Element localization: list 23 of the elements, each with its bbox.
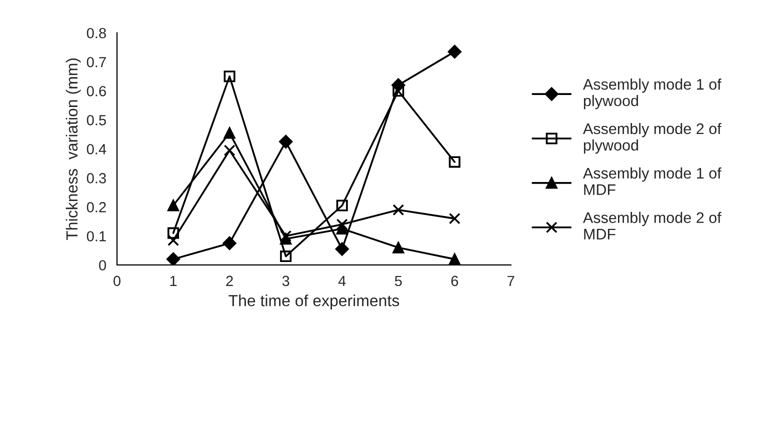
legend-label: Assembly mode 2 of MDF — [582, 212, 722, 240]
y-tick-label: 0.6 — [86, 86, 106, 96]
x-tick-label: 6 — [451, 276, 458, 286]
y-tick-label: 0.7 — [86, 56, 106, 68]
y-tick-label: 0.2 — [86, 202, 106, 212]
x-tick-label: 2 — [226, 276, 233, 286]
legend-label: Assembly mode 1 of plywood — [582, 78, 722, 110]
x-axis-title: The time of experiments — [228, 294, 400, 310]
x-tick-label: 1 — [170, 276, 177, 286]
x-tick-label: 0 — [114, 276, 120, 286]
x-tick-label: 5 — [394, 276, 402, 286]
x-tick-label: 3 — [282, 276, 290, 286]
y-tick-label: 0.4 — [86, 144, 106, 154]
y-tick-label: 0 — [99, 260, 106, 270]
legend-label: Assembly mode 1 of MDF — [582, 167, 722, 195]
legend-label: Assembly mode 2 of plywood — [582, 122, 722, 154]
x-tick-label: 7 — [508, 276, 514, 286]
x-tick-label: 4 — [338, 276, 346, 286]
y-tick-label: 0.5 — [86, 115, 106, 126]
y-tick-label: 0.8 — [86, 28, 106, 38]
y-tick-label: 0.3 — [86, 173, 106, 184]
y-tick-label: 0.1 — [86, 231, 106, 242]
y-axis-title: Thickness variation (mm) — [66, 58, 81, 240]
